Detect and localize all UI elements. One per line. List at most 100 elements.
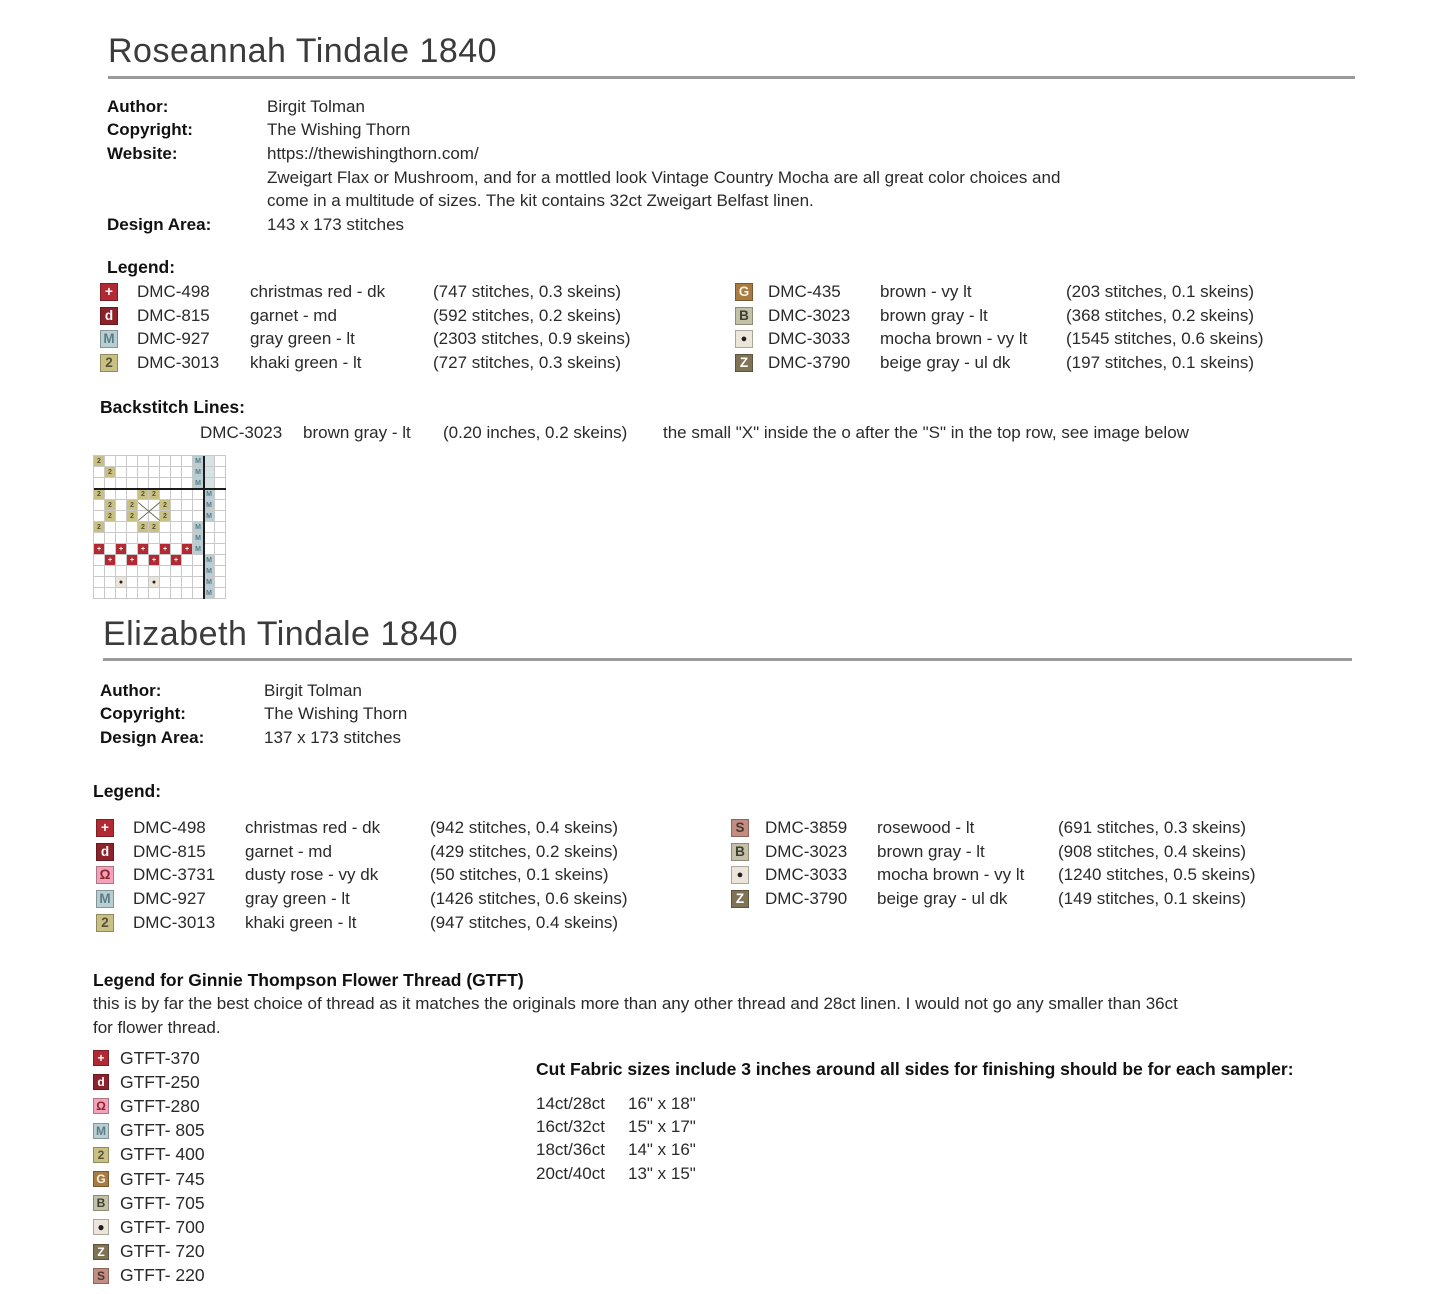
chart-cell — [182, 588, 193, 599]
chart-cell — [105, 489, 116, 500]
color-symbol: ● — [731, 866, 749, 885]
chart-cell: + — [127, 555, 138, 566]
color-name: christmas red - dk — [245, 817, 381, 837]
color-symbol: d — [93, 1074, 109, 1091]
backstitch-name: brown gray - lt — [303, 423, 411, 442]
backstitch-code: DMC-3023 — [200, 423, 283, 442]
color-name: gray green - lt — [245, 888, 350, 908]
chart-cell — [215, 467, 226, 478]
gtft-code: GTFT-250 — [120, 1071, 200, 1092]
dmc-code: DMC-435 — [768, 281, 841, 301]
legend-heading: Legend: — [93, 781, 162, 801]
info-row: Design Area: 143 x 173 stitches — [107, 213, 1357, 237]
dmc-code: DMC-815 — [137, 305, 210, 325]
chart-cell — [160, 467, 171, 478]
chart-cell — [215, 511, 226, 522]
dmc-code: DMC-3033 — [768, 329, 851, 349]
info-label: Website: — [107, 143, 178, 163]
gtft-code: GTFT- 220 — [120, 1265, 205, 1286]
chart-cell: + — [116, 544, 127, 555]
chart-cell: 2 — [138, 522, 149, 533]
chart-cell — [182, 456, 193, 467]
chart-cell: 2 — [127, 511, 138, 522]
gtft-description-line: this is by far the best choice of thread… — [93, 994, 1178, 1013]
chart-cell: 2 — [149, 522, 160, 533]
chart-cell — [215, 566, 226, 577]
chart-cell — [116, 511, 127, 522]
stitch-count: (1426 stitches, 0.6 skeins) — [430, 888, 628, 908]
chart-cell — [94, 555, 105, 566]
chart-cell — [94, 467, 105, 478]
chart-cell — [182, 467, 193, 478]
gtft-row: M GTFT- 805 — [93, 1119, 393, 1143]
gtft-row: G GTFT- 745 — [93, 1167, 393, 1191]
chart-cell — [127, 489, 138, 500]
chart-cell — [149, 533, 160, 544]
chart-cell — [215, 577, 226, 588]
chart-cell — [160, 577, 171, 588]
color-symbol: + — [100, 282, 118, 301]
chart-thick-gridline-horizontal — [94, 488, 226, 490]
color-symbol: ● — [735, 330, 753, 349]
color-symbol: d — [100, 306, 118, 325]
chart-cell — [116, 566, 127, 577]
chart-cell — [160, 489, 171, 500]
dmc-code: DMC-498 — [137, 281, 210, 301]
chart-cell — [171, 544, 182, 555]
stitch-count: (149 stitches, 0.1 skeins) — [1058, 888, 1247, 908]
chart-cell — [171, 500, 182, 511]
legend-row: + DMC-498 christmas red - dk (747 stitch… — [100, 280, 720, 304]
fabric-row: 20ct/40ct 13" x 15" — [536, 1162, 1386, 1185]
color-name: dusty rose - vy dk — [245, 865, 379, 885]
gtft-row: Ω GTFT-280 — [93, 1094, 393, 1118]
legend-row: Z DMC-3790 beige gray - ul dk (149 stitc… — [731, 887, 1361, 911]
chart-cell: 2 — [160, 511, 171, 522]
chart-cell: 2 — [94, 522, 105, 533]
chart-cell — [138, 566, 149, 577]
dmc-code: DMC-498 — [133, 817, 206, 837]
page-title: Roseannah Tindale 1840 — [108, 32, 498, 70]
fabric-sizes: 14ct/28ct 16" x 18" 16ct/32ct 15" x 17" … — [536, 1092, 1386, 1185]
chart-cell: + — [160, 544, 171, 555]
chart-cell — [138, 555, 149, 566]
chart-cell — [204, 456, 215, 467]
gtft-code: GTFT- 805 — [120, 1120, 205, 1141]
color-name: garnet - md — [245, 841, 332, 861]
color-symbol: S — [93, 1267, 109, 1284]
chart-cell — [160, 555, 171, 566]
legend-row: B DMC-3023 brown gray - lt (908 stitches… — [731, 840, 1361, 864]
color-symbol: Z — [93, 1243, 109, 1260]
gtft-code: GTFT- 705 — [120, 1192, 205, 1213]
stitch-count: (908 stitches, 0.4 skeins) — [1058, 841, 1247, 861]
legend-row: + DMC-498 christmas red - dk (942 stitch… — [96, 816, 716, 840]
chart-cell: M — [204, 566, 215, 577]
chart-cell: 2 — [149, 489, 160, 500]
chart-cell: ● — [116, 577, 127, 588]
stitch-count: (691 stitches, 0.3 skeins) — [1058, 817, 1247, 837]
stitch-count: (592 stitches, 0.2 skeins) — [433, 305, 622, 325]
chart-cell: M — [204, 511, 215, 522]
dmc-code: DMC-927 — [137, 329, 210, 349]
chart-cell: + — [182, 544, 193, 555]
gtft-code: GTFT- 745 — [120, 1168, 205, 1189]
gtft-code: GTFT- 720 — [120, 1241, 205, 1262]
chart-cell — [160, 533, 171, 544]
info-value: come in a multitude of sizes. The kit co… — [267, 191, 814, 211]
info-value: https://thewishingthorn.com/ — [267, 143, 479, 163]
chart-cell — [127, 577, 138, 588]
color-symbol: d — [96, 842, 114, 861]
gtft-code: GTFT- 400 — [120, 1144, 205, 1165]
legend-row: 2 DMC-3013 khaki green - lt (947 stitche… — [96, 911, 716, 935]
color-symbol: 2 — [93, 1146, 109, 1163]
chart-cell: 2 — [160, 500, 171, 511]
dmc-code: DMC-3013 — [133, 912, 216, 932]
chart-cell — [171, 566, 182, 577]
info-row: come in a multitude of sizes. The kit co… — [107, 189, 1357, 213]
legend-column-left: + DMC-498 christmas red - dk (747 stitch… — [100, 280, 720, 375]
chart-thumbnail: 2 M 2 M M 2 2 2 M 2 2 2 M 2 2 2 M 2 2 2 M M + + + + + M + + + + M M ● ● M M — [93, 455, 226, 599]
chart-cell — [116, 467, 127, 478]
color-name: beige gray - ul dk — [877, 888, 1008, 908]
color-name: beige gray - ul dk — [880, 352, 1011, 372]
chart-cell — [182, 522, 193, 533]
legend-heading: Legend: — [107, 257, 176, 277]
